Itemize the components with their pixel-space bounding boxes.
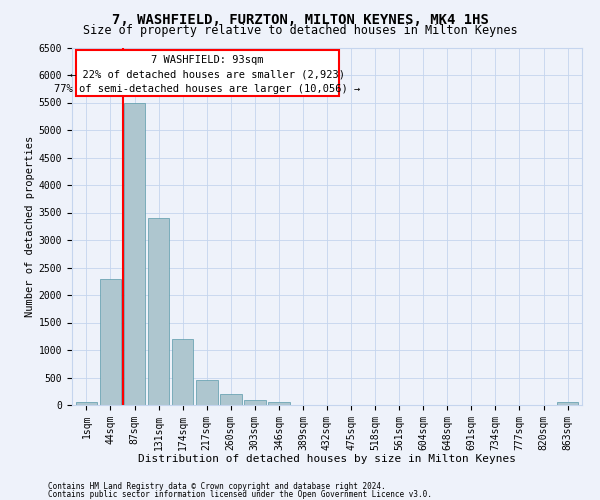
Bar [172, 339, 193, 405]
FancyBboxPatch shape [76, 50, 339, 96]
Text: Contains HM Land Registry data © Crown copyright and database right 2024.: Contains HM Land Registry data © Crown c… [48, 482, 386, 491]
Bar [244, 400, 266, 405]
Text: 77% of semi-detached houses are larger (10,056) →: 77% of semi-detached houses are larger (… [54, 84, 361, 94]
Bar [557, 402, 578, 405]
Bar [220, 394, 242, 405]
Text: Size of property relative to detached houses in Milton Keynes: Size of property relative to detached ho… [83, 24, 517, 37]
Bar [148, 218, 169, 405]
Bar [124, 102, 145, 405]
X-axis label: Distribution of detached houses by size in Milton Keynes: Distribution of detached houses by size … [138, 454, 516, 464]
Text: Contains public sector information licensed under the Open Government Licence v3: Contains public sector information licen… [48, 490, 432, 499]
Bar [268, 402, 290, 405]
Y-axis label: Number of detached properties: Number of detached properties [25, 136, 35, 317]
Text: 7 WASHFIELD: 93sqm: 7 WASHFIELD: 93sqm [151, 55, 263, 65]
Bar [196, 380, 218, 405]
Bar [76, 402, 97, 405]
Bar [100, 278, 121, 405]
Text: ← 22% of detached houses are smaller (2,923): ← 22% of detached houses are smaller (2,… [70, 70, 345, 80]
Text: 7, WASHFIELD, FURZTON, MILTON KEYNES, MK4 1HS: 7, WASHFIELD, FURZTON, MILTON KEYNES, MK… [112, 12, 488, 26]
